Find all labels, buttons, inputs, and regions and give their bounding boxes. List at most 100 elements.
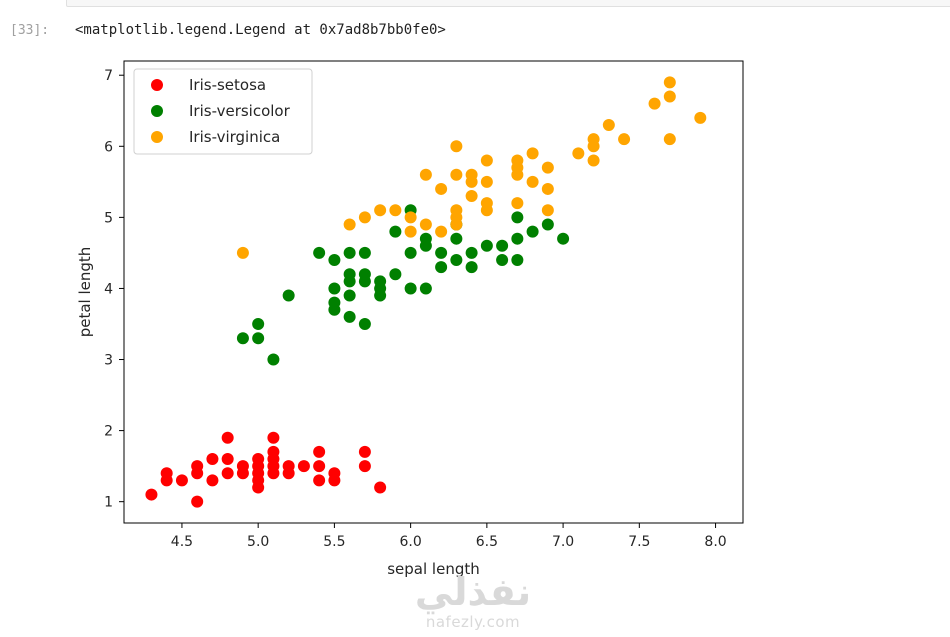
y-tick-label: 1 xyxy=(104,495,113,511)
data-point-iris-setosa xyxy=(191,460,204,473)
data-point-iris-versicolor xyxy=(328,296,341,309)
x-tick-label: 8.0 xyxy=(704,534,726,550)
data-point-iris-virginica xyxy=(663,133,676,146)
data-point-iris-versicolor xyxy=(358,246,371,259)
y-tick-label: 7 xyxy=(104,68,113,84)
y-tick-label: 2 xyxy=(104,424,113,440)
data-point-iris-setosa xyxy=(267,445,280,458)
data-point-iris-versicolor xyxy=(450,232,463,245)
data-point-iris-setosa xyxy=(313,474,326,487)
data-point-iris-setosa xyxy=(282,460,295,473)
data-point-iris-versicolor xyxy=(541,218,554,231)
data-point-iris-virginica xyxy=(419,218,432,231)
watermark-arabic: نفذلي xyxy=(414,570,532,614)
data-point-iris-virginica xyxy=(404,211,417,224)
data-point-iris-virginica xyxy=(602,118,615,131)
data-point-iris-virginica xyxy=(450,168,463,181)
legend-label-iris-virginica: Iris-virginica xyxy=(189,128,280,146)
data-point-iris-virginica xyxy=(343,218,356,231)
y-tick-label: 6 xyxy=(104,139,113,155)
y-tick-label: 3 xyxy=(104,353,113,369)
data-point-iris-versicolor xyxy=(252,332,265,345)
data-point-iris-virginica xyxy=(587,133,600,146)
data-point-iris-setosa xyxy=(313,460,326,473)
data-point-iris-versicolor xyxy=(511,254,524,267)
data-point-iris-versicolor xyxy=(282,289,295,302)
data-point-iris-virginica xyxy=(358,211,371,224)
data-point-iris-versicolor xyxy=(496,254,509,267)
cell-prompt: [33]: xyxy=(10,23,50,38)
watermark: نفذلي nafezly.com xyxy=(398,570,548,630)
legend-marker-iris-virginica xyxy=(151,131,163,143)
data-point-iris-versicolor xyxy=(526,225,539,238)
x-tick-label: 6.5 xyxy=(476,534,498,550)
data-point-iris-virginica xyxy=(526,147,539,160)
data-point-iris-versicolor xyxy=(465,246,478,259)
data-point-iris-versicolor xyxy=(557,232,570,245)
cell-output-text: <matplotlib.legend.Legend at 0x7ad8b7bb0… xyxy=(75,22,446,38)
data-point-iris-versicolor xyxy=(480,239,493,252)
legend-box xyxy=(133,68,313,155)
data-point-iris-setosa xyxy=(328,467,341,480)
data-point-iris-virginica xyxy=(480,197,493,210)
data-point-iris-versicolor xyxy=(419,232,432,245)
legend-label-iris-versicolor: Iris-versicolor xyxy=(189,102,291,120)
data-point-iris-versicolor xyxy=(358,268,371,281)
data-point-iris-setosa xyxy=(358,445,371,458)
x-tick-label: 6.0 xyxy=(399,534,421,550)
data-point-iris-setosa xyxy=(374,481,387,494)
previous-cell-border xyxy=(66,0,950,7)
data-point-iris-virginica xyxy=(526,175,539,188)
data-point-iris-versicolor xyxy=(343,310,356,323)
data-point-iris-setosa xyxy=(221,431,234,444)
legend-label-iris-setosa: Iris-setosa xyxy=(189,76,266,94)
data-point-iris-versicolor xyxy=(419,282,432,295)
data-point-iris-setosa xyxy=(221,453,234,466)
data-point-iris-versicolor xyxy=(511,211,524,224)
data-point-iris-setosa xyxy=(236,460,249,473)
data-point-iris-virginica xyxy=(374,204,387,217)
data-point-iris-versicolor xyxy=(236,332,249,345)
data-point-iris-versicolor xyxy=(343,289,356,302)
data-point-iris-versicolor xyxy=(313,246,326,259)
x-tick-label: 5.0 xyxy=(247,534,269,550)
data-point-iris-virginica xyxy=(663,90,676,103)
data-point-iris-versicolor xyxy=(404,246,417,259)
data-point-iris-virginica xyxy=(648,97,661,110)
data-point-iris-versicolor xyxy=(450,254,463,267)
data-point-iris-virginica xyxy=(465,190,478,203)
data-point-iris-virginica xyxy=(389,204,402,217)
data-point-iris-setosa xyxy=(221,467,234,480)
data-point-iris-virginica xyxy=(450,204,463,217)
data-point-iris-virginica xyxy=(450,140,463,153)
data-point-iris-versicolor xyxy=(496,239,509,252)
data-point-iris-setosa xyxy=(145,488,158,501)
data-point-iris-virginica xyxy=(663,76,676,89)
data-point-iris-setosa xyxy=(191,495,204,508)
data-point-iris-virginica xyxy=(236,246,249,259)
data-point-iris-versicolor xyxy=(435,246,448,259)
data-point-iris-setosa xyxy=(267,431,280,444)
data-point-iris-versicolor xyxy=(374,275,387,288)
data-point-iris-versicolor xyxy=(404,282,417,295)
x-tick-label: 7.0 xyxy=(552,534,574,550)
x-tick-label: 4.5 xyxy=(171,534,193,550)
plot-frame xyxy=(123,60,744,524)
data-point-iris-setosa xyxy=(206,474,219,487)
x-tick-label: 7.5 xyxy=(628,534,650,550)
data-point-iris-virginica xyxy=(465,168,478,181)
data-point-iris-virginica xyxy=(480,154,493,167)
data-point-iris-versicolor xyxy=(328,282,341,295)
data-point-iris-versicolor xyxy=(435,261,448,274)
data-point-iris-versicolor xyxy=(343,268,356,281)
data-point-iris-virginica xyxy=(480,175,493,188)
data-point-iris-virginica xyxy=(419,168,432,181)
data-point-iris-virginica xyxy=(618,133,631,146)
data-point-iris-virginica xyxy=(541,182,554,195)
data-point-iris-versicolor xyxy=(328,254,341,267)
data-point-iris-virginica xyxy=(435,225,448,238)
data-point-iris-virginica xyxy=(511,154,524,167)
legend-marker-iris-setosa xyxy=(151,79,163,91)
x-tick-label: 5.5 xyxy=(323,534,345,550)
